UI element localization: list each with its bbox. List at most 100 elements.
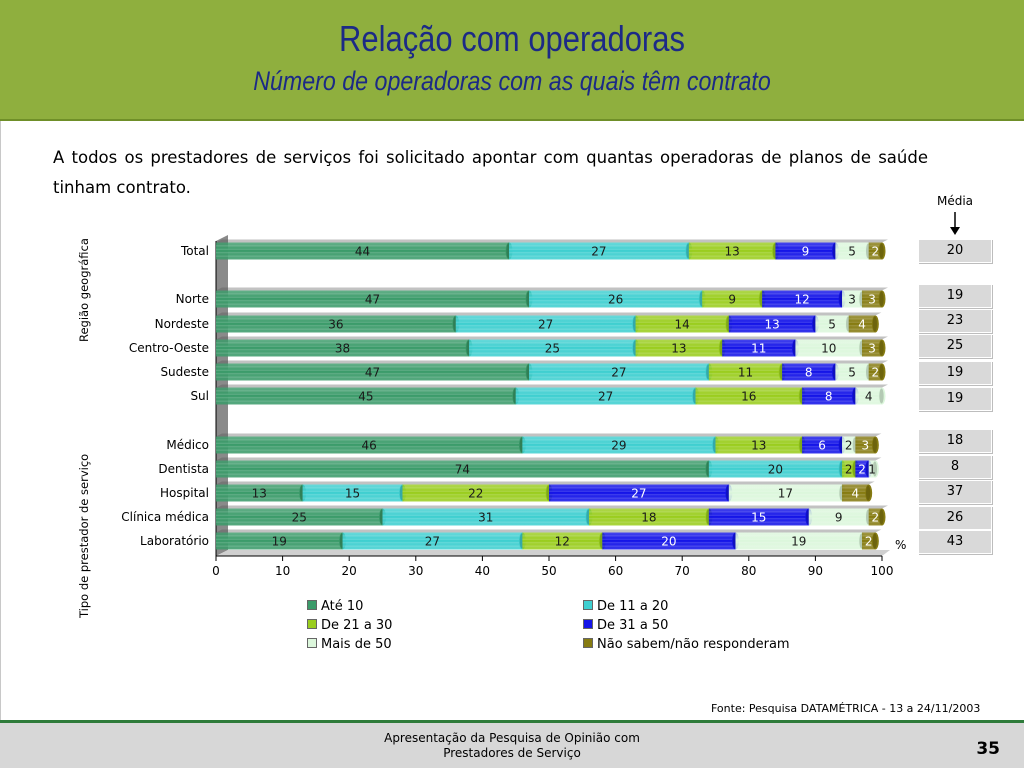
data-label-nordeste-de-11-a-20: 27 bbox=[538, 318, 553, 332]
data-label-nordeste-de-31-a-50: 13 bbox=[764, 318, 779, 332]
data-label-sul-de-11-a-20: 27 bbox=[598, 390, 613, 404]
data-label-sudeste-ate-10: 47 bbox=[365, 366, 380, 380]
bar-cap bbox=[871, 460, 879, 478]
media-value-2: 23 bbox=[918, 309, 992, 333]
unit-label: % bbox=[895, 538, 907, 552]
bar-cap-shade bbox=[879, 291, 884, 307]
media-label: Média bbox=[936, 194, 974, 208]
bar-cap bbox=[871, 436, 879, 454]
x-tick-label: 0 bbox=[212, 564, 220, 578]
category-label-laboratorio: Laboratório bbox=[140, 534, 209, 548]
bar-cap bbox=[865, 484, 873, 502]
bar-cap bbox=[878, 508, 886, 526]
bar-sul-ate-10 bbox=[216, 387, 516, 405]
legend-item: De 21 a 30 bbox=[307, 618, 392, 633]
bar-hospital-de-31-a-50 bbox=[549, 484, 729, 502]
legend-label: Não sabem/não responderam bbox=[597, 637, 790, 652]
x-tick-label: 40 bbox=[475, 564, 490, 578]
bar-dentista-de-21-a-30 bbox=[842, 460, 856, 478]
bar-medico-ate-10 bbox=[216, 436, 523, 454]
footer-line-1: Apresentação da Pesquisa de Opinião com bbox=[384, 731, 640, 745]
bar-sudeste-nao-sabem-nao-responderam bbox=[868, 363, 882, 381]
data-label-dentista-ate-10: 74 bbox=[455, 463, 470, 477]
bar-laboratorio-de-31-a-50 bbox=[602, 532, 736, 550]
bar-cap-shade bbox=[879, 340, 884, 356]
media-value-0: 20 bbox=[918, 239, 992, 263]
bar-centro-oeste-ate-10 bbox=[216, 339, 470, 357]
data-label-total-nao-sabem-nao-responderam: 2 bbox=[872, 245, 880, 259]
x-tick-label: 90 bbox=[808, 564, 823, 578]
bar-cap-shade bbox=[879, 243, 884, 259]
category-label-nordeste: Nordeste bbox=[155, 317, 209, 331]
legend-item: De 11 a 20 bbox=[583, 599, 668, 614]
bar-cap bbox=[878, 387, 886, 405]
data-label-laboratorio-mais-de-50: 19 bbox=[791, 535, 806, 549]
x-tick-label: 50 bbox=[541, 564, 556, 578]
bar-laboratorio-de-21-a-30 bbox=[522, 532, 603, 550]
bar-laboratorio-de-11-a-20 bbox=[342, 532, 523, 550]
category-label-total: Total bbox=[180, 244, 209, 258]
bar-sudeste-ate-10 bbox=[216, 363, 530, 381]
data-label-laboratorio-de-21-a-30: 12 bbox=[555, 535, 570, 549]
data-label-sul-mais-de-50: 4 bbox=[865, 390, 873, 404]
legend-swatch bbox=[307, 638, 317, 648]
legend-swatch bbox=[307, 619, 317, 629]
bar-dentista-de-11-a-20 bbox=[708, 460, 843, 478]
media-value-8: 37 bbox=[918, 480, 992, 504]
data-label-norte-ate-10: 47 bbox=[365, 293, 380, 307]
bar-hospital-nao-sabem-nao-responderam bbox=[842, 484, 869, 502]
data-label-dentista-de-11-a-20: 20 bbox=[768, 463, 783, 477]
category-label-sul: Sul bbox=[190, 389, 209, 403]
data-label-sul-de-21-a-30: 16 bbox=[741, 390, 756, 404]
data-label-norte-mais-de-50: 3 bbox=[848, 293, 856, 307]
bar-centro-oeste-nao-sabem-nao-responderam bbox=[862, 339, 882, 357]
bar-centro-oeste-de-31-a-50 bbox=[722, 339, 796, 357]
category-label-centro-oeste: Centro-Oeste bbox=[129, 341, 209, 355]
bar-hospital-de-21-a-30 bbox=[402, 484, 549, 502]
bar-hospital-mais-de-50 bbox=[728, 484, 843, 502]
x-tick-label: 30 bbox=[408, 564, 423, 578]
bar-hospital-de-11-a-20 bbox=[302, 484, 403, 502]
bar-sul-de-21-a-30 bbox=[695, 387, 803, 405]
bar-cap-shade bbox=[879, 364, 884, 380]
data-label-laboratorio-ate-10: 19 bbox=[272, 535, 287, 549]
bar-total-de-31-a-50 bbox=[775, 242, 836, 260]
bar-nordeste-nao-sabem-nao-responderam bbox=[848, 315, 876, 333]
data-label-total-mais-de-50: 5 bbox=[848, 245, 856, 259]
bar-clinica-medica-ate-10 bbox=[216, 508, 383, 526]
data-label-dentista-de-31-a-50: 2 bbox=[858, 463, 866, 477]
bar-norte-de-21-a-30 bbox=[702, 290, 763, 308]
footer-caption: Apresentação da Pesquisa de Opinião com … bbox=[300, 731, 724, 761]
footer-line-2: Prestadores de Serviço bbox=[443, 746, 581, 760]
data-label-sul-de-31-a-50: 8 bbox=[825, 390, 833, 404]
bar-cap bbox=[878, 242, 886, 260]
data-label-total-de-11-a-20: 27 bbox=[591, 245, 606, 259]
bar-norte-de-11-a-20 bbox=[529, 290, 703, 308]
media-value-7: 8 bbox=[918, 455, 992, 479]
data-label-sudeste-de-11-a-20: 27 bbox=[611, 366, 626, 380]
legend-swatch bbox=[307, 600, 317, 610]
data-label-sudeste-de-31-a-50: 8 bbox=[805, 366, 813, 380]
data-label-sudeste-mais-de-50: 5 bbox=[848, 366, 856, 380]
data-label-sudeste-nao-sabem-nao-responderam: 2 bbox=[872, 366, 880, 380]
bar-top-total bbox=[216, 239, 888, 243]
data-label-nordeste-ate-10: 36 bbox=[328, 318, 343, 332]
category-label-dentista: Dentista bbox=[158, 462, 209, 476]
data-label-laboratorio-de-11-a-20: 27 bbox=[425, 535, 440, 549]
bar-top-sul bbox=[216, 384, 888, 388]
data-label-medico-de-11-a-20: 29 bbox=[611, 439, 626, 453]
data-label-hospital-mais-de-50: 17 bbox=[778, 487, 793, 501]
bar-hospital-ate-10 bbox=[216, 484, 303, 502]
bar-sudeste-de-11-a-20 bbox=[529, 363, 709, 381]
data-label-sudeste-de-21-a-30: 11 bbox=[738, 366, 753, 380]
x-tick-label: 20 bbox=[342, 564, 357, 578]
media-value-9: 26 bbox=[918, 506, 992, 530]
legend-label: Até 10 bbox=[321, 599, 364, 614]
bar-total-nao-sabem-nao-responderam bbox=[868, 242, 882, 260]
bar-cap bbox=[871, 532, 879, 550]
legend-swatch bbox=[583, 638, 593, 648]
bar-nordeste-de-21-a-30 bbox=[635, 315, 729, 333]
bar-sudeste-de-31-a-50 bbox=[782, 363, 836, 381]
bar-top-medico bbox=[216, 433, 882, 437]
